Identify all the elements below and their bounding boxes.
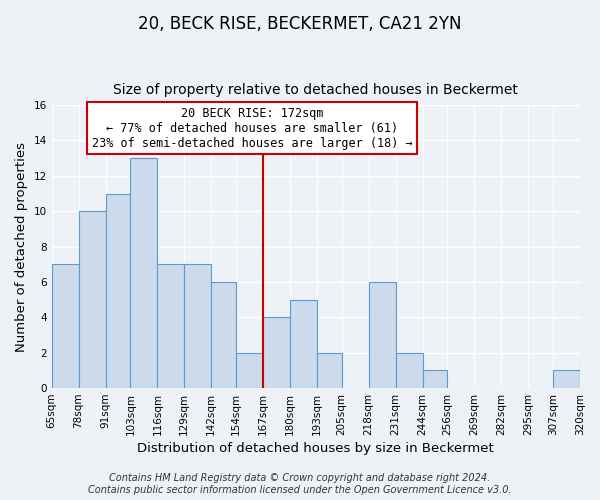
X-axis label: Distribution of detached houses by size in Beckermet: Distribution of detached houses by size … bbox=[137, 442, 494, 455]
Bar bbox=[79, 211, 106, 388]
Text: 20, BECK RISE, BECKERMET, CA21 2YN: 20, BECK RISE, BECKERMET, CA21 2YN bbox=[138, 15, 462, 33]
Text: 20 BECK RISE: 172sqm
← 77% of detached houses are smaller (61)
23% of semi-detac: 20 BECK RISE: 172sqm ← 77% of detached h… bbox=[92, 106, 413, 150]
Bar bbox=[184, 264, 211, 388]
Text: Contains HM Land Registry data © Crown copyright and database right 2024.
Contai: Contains HM Land Registry data © Crown c… bbox=[88, 474, 512, 495]
Bar bbox=[211, 282, 236, 388]
Bar bbox=[553, 370, 580, 388]
Bar bbox=[580, 352, 600, 388]
Bar bbox=[422, 370, 448, 388]
Bar bbox=[130, 158, 157, 388]
Bar bbox=[395, 352, 422, 388]
Bar bbox=[106, 194, 130, 388]
Bar bbox=[52, 264, 79, 388]
Title: Size of property relative to detached houses in Beckermet: Size of property relative to detached ho… bbox=[113, 83, 518, 97]
Bar bbox=[290, 300, 317, 388]
Bar bbox=[263, 318, 290, 388]
Bar bbox=[317, 352, 342, 388]
Bar bbox=[368, 282, 395, 388]
Bar bbox=[157, 264, 184, 388]
Y-axis label: Number of detached properties: Number of detached properties bbox=[15, 142, 28, 352]
Bar bbox=[236, 352, 263, 388]
